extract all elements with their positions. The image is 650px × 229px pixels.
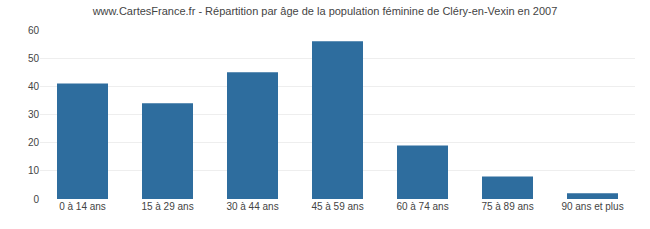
svg-text:75 à 89 ans: 75 à 89 ans	[481, 201, 533, 212]
svg-text:www.CartesFrance.fr - Répartit: www.CartesFrance.fr - Répartition par âg…	[92, 5, 558, 17]
svg-text:15 à 29 ans: 15 à 29 ans	[141, 201, 193, 212]
svg-text:45 à 59 ans: 45 à 59 ans	[311, 201, 363, 212]
svg-text:10: 10	[28, 165, 40, 176]
svg-text:40: 40	[28, 81, 40, 92]
svg-text:60: 60	[28, 25, 40, 36]
svg-text:30 à 44 ans: 30 à 44 ans	[226, 201, 278, 212]
svg-text:30: 30	[28, 109, 40, 120]
svg-text:50: 50	[28, 53, 40, 64]
svg-text:90 ans et plus: 90 ans et plus	[561, 201, 623, 212]
svg-text:60 à 74 ans: 60 à 74 ans	[396, 201, 448, 212]
svg-text:20: 20	[28, 137, 40, 148]
svg-text:0: 0	[33, 194, 39, 205]
svg-text:0 à 14 ans: 0 à 14 ans	[59, 201, 106, 212]
